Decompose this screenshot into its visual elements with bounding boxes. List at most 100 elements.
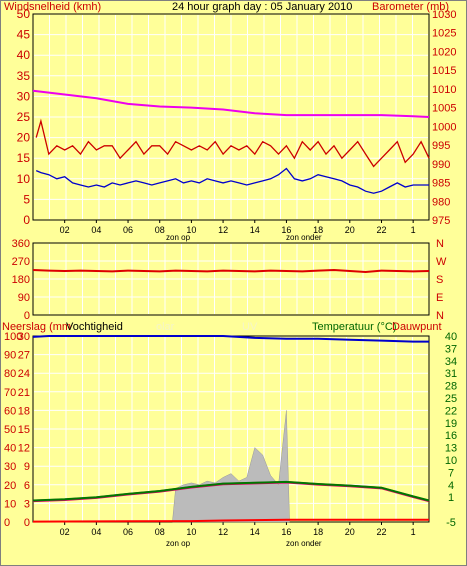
y-tick-label: 40: [17, 48, 31, 62]
temperature-tick-label: 19: [445, 418, 457, 430]
temperature-tick-label: 1: [448, 492, 454, 504]
sunset-label-top: zon onder: [286, 233, 322, 242]
rain-tick-label: 27: [18, 350, 30, 362]
y-tick-label: 20: [17, 131, 31, 145]
solar-axis-title: olar: [156, 321, 175, 333]
humidity-tick-label: 10: [4, 498, 16, 510]
wind-dir-tick-label: 270: [12, 256, 30, 268]
y2-tick-label: 1030: [432, 9, 456, 21]
x-tick-label: 16: [281, 225, 291, 235]
rain-humidity-temperature-panel: 0 10 20 30 40 50 60 70 80 90 100 0 3 6 9 12 15 18 21 24 27 3…: [4, 331, 457, 537]
y2-tick-label: 990: [432, 159, 450, 171]
y-tick-label: 30: [17, 89, 31, 103]
y-tick-label: 0: [23, 213, 30, 227]
rain-tick-label: 9: [24, 461, 30, 473]
dewpoint-axis-title: Dauwpunt: [392, 321, 442, 333]
x-tick-label: 16: [281, 527, 291, 537]
solar-area: [172, 410, 290, 523]
sunrise-label-top: zon op: [166, 233, 191, 242]
humidity-tick-label: 60: [4, 405, 16, 417]
humidity-tick-label: 20: [4, 480, 16, 492]
chart-title: 24 hour graph day : 05 January 2010: [172, 1, 352, 13]
humidity-tick-label: 40: [4, 443, 16, 455]
x-tick-label: 22: [376, 527, 386, 537]
right-axis-title: Barometer (mb): [372, 1, 449, 13]
wind-dir-tick-label: 360: [12, 238, 30, 250]
temperature-tick-label: 28: [445, 381, 457, 393]
x-tick-label: 1: [411, 527, 416, 537]
wind-average-line: [35, 167, 429, 194]
rain-tick-label: 18: [18, 405, 30, 417]
x-tick-label: 04: [91, 527, 101, 537]
x-tick-label: 06: [123, 527, 133, 537]
humidity-tick-label: 90: [4, 350, 16, 362]
x-tick-label: 12: [218, 527, 228, 537]
rain-tick-label: 6: [24, 480, 30, 492]
temperature-line: [32, 480, 430, 502]
x-tick-label: 08: [155, 527, 165, 537]
humidity-tick-label: 70: [4, 387, 16, 399]
y-tick-label: 45: [17, 28, 31, 42]
uv-axis-title: UV: [242, 321, 258, 333]
temperature-tick-label: 7: [448, 467, 454, 479]
humidity-tick-label: 30: [4, 461, 16, 473]
temperature-tick-label: 40: [445, 331, 457, 343]
y-tick-label: 25: [17, 110, 31, 124]
x-tick-label: 18: [313, 527, 323, 537]
rain-tick-label: 21: [18, 387, 30, 399]
wind-dir-tick-label: 90: [18, 292, 30, 304]
x-tick-label: 10: [186, 527, 196, 537]
temperature-tick-label: 13: [445, 443, 457, 455]
rain-tick-label: 30: [18, 331, 30, 343]
humidity-axis-title: Vochtigheid: [66, 321, 123, 333]
temperature-tick-label: 31: [445, 368, 457, 380]
y2-tick-label: 1005: [432, 103, 456, 115]
wind-speed-line: [35, 118, 430, 168]
humidity-tick-label: 80: [4, 368, 16, 380]
y-tick-label: 5: [23, 192, 30, 206]
wind-dir-tick-label: 0: [24, 310, 30, 322]
wind-dir-tick-label: 180: [12, 274, 30, 286]
y-tick-label: 10: [17, 172, 31, 186]
y2-tick-label: 1000: [432, 121, 456, 133]
y2-tick-label: 975: [432, 215, 450, 227]
temperature-tick-label: 4: [448, 480, 454, 492]
compass-tick-label: S: [436, 274, 443, 286]
x-tick-label: 14: [250, 527, 260, 537]
temperature-tick-label: 16: [445, 430, 457, 442]
x-tick-label: 04: [91, 225, 101, 235]
temperature-tick-label: -5: [446, 517, 456, 529]
rain-tick-label: 24: [18, 368, 30, 380]
y-tick-label: 35: [17, 69, 31, 83]
rain-tick-label: 15: [18, 424, 30, 436]
y2-tick-label: 985: [432, 178, 450, 190]
temperature-axis-title: Temperatuur (°C): [312, 321, 396, 333]
compass-tick-label: N: [436, 238, 444, 250]
x-tick-label: 22: [376, 225, 386, 235]
y2-tick-label: 995: [432, 140, 450, 152]
x-tick-label: 02: [60, 527, 70, 537]
rain-tick-label: 3: [24, 498, 30, 510]
y2-tick-label: 1025: [432, 28, 456, 40]
rain-tick-label: 12: [18, 443, 30, 455]
left-axis-title: Windsnelheid (kmh): [4, 1, 101, 13]
temperature-tick-label: 25: [445, 393, 457, 405]
sunrise-label-bottom: zon op: [166, 539, 191, 548]
temperature-tick-label: 34: [445, 356, 457, 368]
sunset-label-bottom: zon onder: [286, 539, 322, 548]
compass-tick-label: E: [436, 292, 443, 304]
x-tick-label: 12: [218, 225, 228, 235]
x-tick-label: 14: [250, 225, 260, 235]
compass-tick-label: W: [436, 256, 447, 268]
temperature-tick-label: 22: [445, 405, 457, 417]
temperature-tick-label: 10: [445, 455, 457, 467]
x-tick-label: 08: [155, 225, 165, 235]
x-tick-label: 18: [313, 225, 323, 235]
y-tick-label: 50: [17, 7, 31, 21]
y2-tick-label: 1020: [432, 46, 456, 58]
humidity-tick-label: 0: [4, 517, 10, 529]
y2-tick-label: 1015: [432, 65, 456, 77]
humidity-tick-label: 50: [4, 424, 16, 436]
